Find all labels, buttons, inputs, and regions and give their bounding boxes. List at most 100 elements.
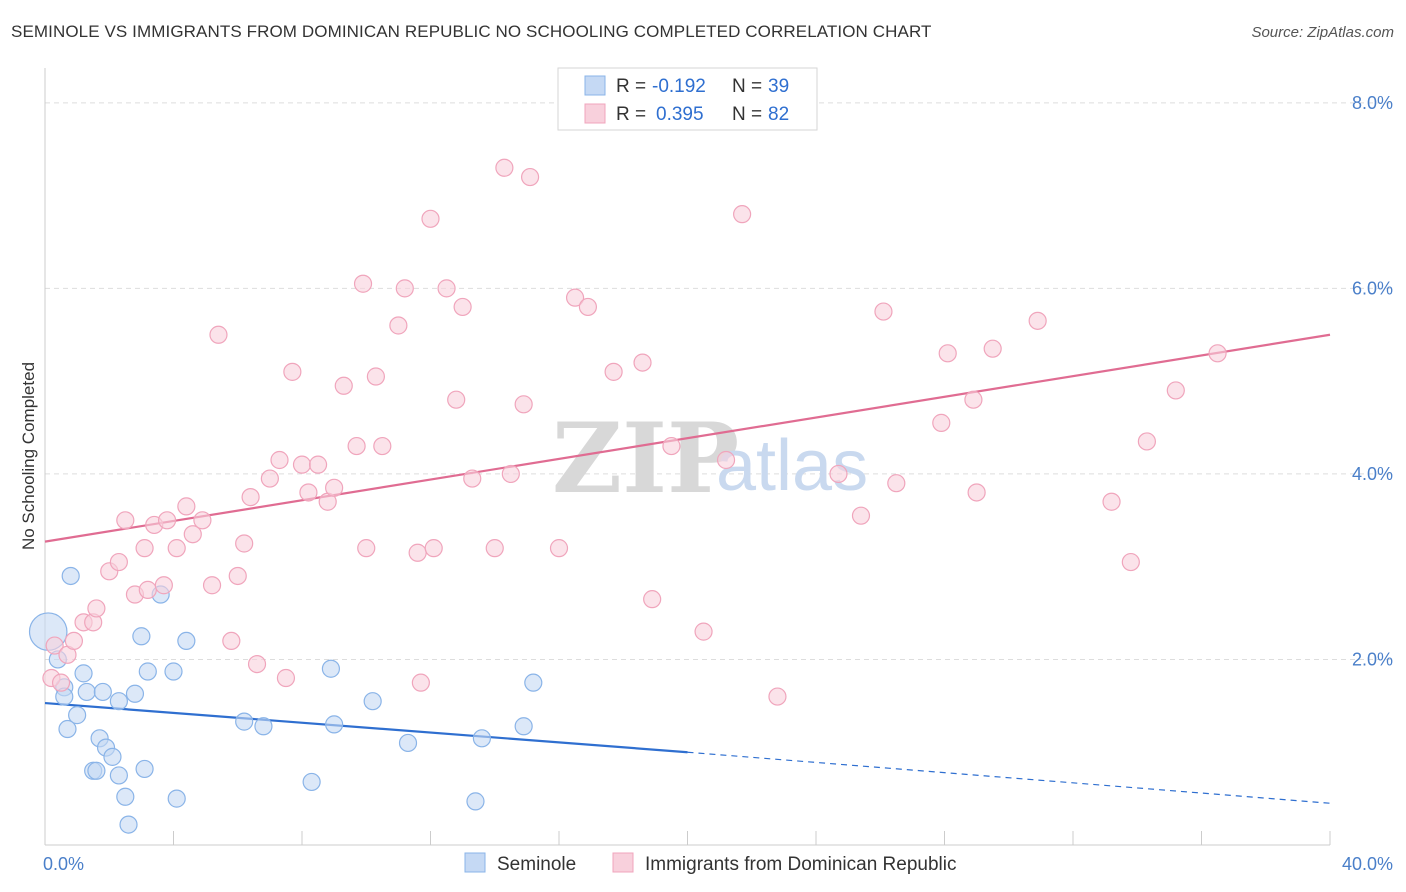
chart-title: SEMINOLE VS IMMIGRANTS FROM DOMINICAN RE… (11, 22, 932, 41)
trend-lines (44, 333, 1331, 804)
dominican-point (51, 673, 71, 692)
dominican-point (768, 687, 787, 706)
dominican-point (177, 497, 196, 516)
seminole-point (116, 787, 135, 806)
legend-r-value-1: -0.192 (652, 76, 706, 97)
seminole-point (119, 815, 138, 834)
y-tick-label: 6.0% (1352, 278, 1393, 298)
dominican-point (138, 580, 157, 599)
trend-line-1 (44, 333, 1331, 543)
dominican-point (325, 478, 344, 497)
watermark-atlas: atlas (716, 426, 868, 506)
dominican-point (447, 390, 466, 409)
legend-n-value-2: 82 (768, 104, 789, 125)
seminole-point (524, 673, 543, 692)
seminole-point (109, 692, 128, 711)
dominican-point (1121, 552, 1140, 572)
y-axis-label: No Schooling Completed (19, 362, 38, 550)
seminole-point (177, 631, 196, 651)
axes (44, 68, 1331, 846)
dominican-point (167, 539, 186, 558)
dominican-point (643, 590, 662, 609)
dominican-point (347, 436, 366, 456)
dominican-point (514, 395, 533, 414)
dominican-point (202, 576, 222, 595)
dominican-point (565, 288, 585, 307)
dominican-point (276, 668, 296, 688)
legend-box: R = -0.192 N = 39 R = 0.395 N = 82 (557, 67, 818, 131)
trend-line-0 (44, 701, 688, 754)
watermark-zip: ZIP (552, 402, 739, 515)
dominican-point (851, 506, 871, 525)
dominican-point (247, 654, 267, 674)
dominican-point (874, 302, 893, 321)
dominican-point (408, 543, 427, 562)
seminole-point (325, 715, 344, 734)
dominican-point (932, 413, 951, 432)
dominican-point (270, 450, 289, 470)
legend-r-label-1: R = (616, 76, 646, 97)
seminole-point (167, 789, 186, 808)
seminole-point (302, 772, 321, 792)
dominican-point (353, 274, 373, 293)
dominican-point (549, 539, 569, 558)
dominican-point (308, 455, 328, 474)
seminole-point (103, 747, 122, 766)
dominican-point (334, 376, 353, 395)
dominican-point (357, 539, 376, 558)
dominican-point (64, 631, 84, 651)
dominican-point (578, 297, 598, 317)
dominican-point (633, 353, 652, 372)
dominican-point (157, 511, 177, 530)
seminole-point (125, 684, 145, 703)
dominican-point (964, 390, 983, 409)
dominican-point (373, 436, 392, 456)
dominican-point (1102, 492, 1121, 511)
seminole-point (472, 729, 491, 748)
dominican-point (733, 205, 752, 224)
dominican-point (938, 344, 957, 363)
dominican-point (411, 673, 430, 692)
dominican-point (437, 279, 456, 298)
dominican-point (662, 436, 681, 456)
seminole-point (164, 662, 183, 681)
dominican-point (421, 209, 440, 228)
dominican-point (228, 566, 247, 586)
x-tick-label: 0.0% (43, 854, 84, 874)
seminole-point (87, 761, 106, 780)
legend-n-label-2: N = (732, 104, 762, 125)
dominican-point (45, 636, 64, 655)
dominican-point (694, 622, 713, 641)
data-points (28, 158, 1227, 834)
legend-n-value-1: 39 (768, 76, 789, 97)
dominican-point (292, 455, 312, 474)
source-credit: Source: ZipAtlas.com (1251, 24, 1394, 41)
bottom-legend-label-dominican: Immigrants from Dominican Republic (645, 854, 957, 875)
legend-r-value-2: 0.395 (656, 104, 704, 125)
seminole-point (398, 733, 418, 753)
grid-lines (45, 102, 1392, 660)
dominican-point (260, 469, 279, 488)
dominican-point (241, 488, 260, 507)
bottom-legend-swatch-dominican (612, 852, 634, 873)
seminole-point (466, 792, 485, 811)
seminole-point (61, 566, 80, 586)
y-tick-label: 8.0% (1352, 93, 1393, 113)
seminole-point (58, 719, 77, 739)
dominican-point (887, 474, 906, 493)
dominican-point (135, 539, 154, 558)
x-tick-label: 40.0% (1342, 854, 1393, 874)
legend-swatch-dominican (584, 103, 606, 124)
dominican-point (116, 511, 135, 530)
seminole-point (109, 766, 128, 785)
dominican-point (983, 339, 1002, 358)
bottom-legend-swatch-seminole (464, 852, 486, 873)
dominican-point (109, 552, 128, 572)
dominican-point (463, 469, 482, 488)
dominican-point (453, 297, 472, 317)
seminole-point (254, 717, 273, 736)
x-tick-labels: 0.0% 40.0% (43, 854, 1393, 874)
dominican-point (829, 464, 848, 484)
dominican-point (395, 279, 414, 298)
